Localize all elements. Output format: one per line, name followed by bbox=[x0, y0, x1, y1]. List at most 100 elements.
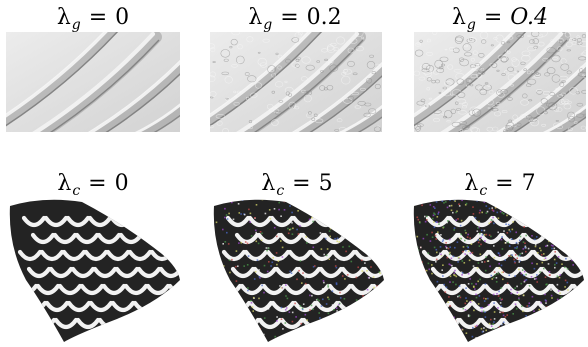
noise-speck bbox=[409, 223, 411, 225]
noise-speck bbox=[519, 254, 521, 257]
noise-speck bbox=[305, 236, 307, 238]
noise-speck bbox=[483, 233, 486, 236]
relief-roughness-mark bbox=[359, 87, 366, 91]
relief-roughness-mark bbox=[278, 100, 284, 103]
noise-speck bbox=[486, 210, 489, 213]
noise-speck bbox=[263, 333, 265, 336]
scale-arc bbox=[523, 317, 549, 330]
scale-arc bbox=[213, 317, 239, 330]
noise-speck bbox=[211, 213, 213, 215]
noise-speck bbox=[428, 304, 430, 306]
relief-roughness-mark bbox=[224, 76, 233, 84]
noise-speck bbox=[323, 281, 325, 284]
relief-roughness-mark bbox=[347, 60, 355, 67]
noise-speck bbox=[566, 328, 569, 331]
noise-speck bbox=[466, 300, 468, 302]
noise-speck bbox=[273, 226, 276, 229]
noise-speck bbox=[259, 277, 261, 279]
noise-speck bbox=[412, 324, 414, 326]
noise-speck bbox=[212, 264, 214, 266]
relief-ridge-edge bbox=[153, 114, 180, 132]
noise-speck bbox=[531, 235, 533, 237]
noise-speck bbox=[447, 301, 449, 303]
relief-roughness-mark bbox=[551, 54, 561, 63]
noise-speck bbox=[483, 297, 485, 300]
scale-arc bbox=[88, 300, 114, 313]
noise-speck bbox=[538, 308, 540, 311]
noise-speck bbox=[419, 291, 421, 294]
noise-speck bbox=[554, 266, 556, 269]
noise-speck bbox=[304, 282, 307, 285]
relief-roughness-mark bbox=[245, 96, 250, 101]
noise-speck bbox=[557, 313, 560, 315]
noise-speck bbox=[300, 256, 302, 259]
relief-roughness-mark bbox=[233, 102, 240, 106]
noise-speck bbox=[565, 199, 568, 201]
noise-speck bbox=[531, 334, 534, 336]
noise-speck bbox=[538, 228, 541, 230]
noise-speck bbox=[566, 268, 569, 270]
noise-speck bbox=[499, 297, 501, 300]
relief-roughness-mark bbox=[435, 112, 441, 116]
noise-speck bbox=[440, 326, 442, 329]
relief-roughness-mark bbox=[273, 108, 280, 114]
scale-arc bbox=[96, 232, 122, 245]
noise-speck bbox=[227, 335, 229, 338]
noise-speck bbox=[215, 245, 218, 248]
relief-ridge-shadow bbox=[342, 106, 382, 132]
noise-speck bbox=[446, 256, 449, 259]
noise-speck bbox=[514, 287, 516, 289]
noise-speck bbox=[453, 316, 455, 319]
noise-speck bbox=[585, 261, 587, 263]
noise-speck bbox=[428, 336, 431, 338]
noise-speck bbox=[565, 257, 567, 260]
noise-speck bbox=[443, 202, 445, 204]
noise-speck bbox=[336, 240, 338, 243]
noise-speck bbox=[525, 315, 527, 317]
noise-speck bbox=[571, 259, 573, 262]
noise-speck bbox=[540, 230, 542, 232]
scale-arc bbox=[558, 300, 584, 313]
relief-roughness-mark bbox=[284, 80, 288, 84]
noise-speck bbox=[254, 217, 256, 219]
noise-speck bbox=[448, 263, 451, 265]
noise-speck bbox=[263, 291, 265, 294]
noise-speck bbox=[276, 320, 278, 322]
noise-speck bbox=[467, 315, 470, 318]
scale-arc bbox=[335, 215, 361, 228]
relief-roughness-mark bbox=[566, 41, 573, 48]
relief-roughness-mark bbox=[414, 49, 424, 57]
relief-roughness-mark bbox=[472, 50, 478, 55]
relief-roughness-mark bbox=[474, 63, 481, 67]
noise-speck bbox=[426, 323, 429, 325]
noise-speck bbox=[456, 241, 459, 243]
relief-roughness-mark bbox=[301, 56, 311, 64]
noise-speck bbox=[544, 341, 547, 342]
noise-speck bbox=[455, 275, 458, 278]
noise-speck bbox=[419, 198, 421, 200]
noise-speck bbox=[503, 287, 506, 290]
noise-speck bbox=[522, 248, 525, 250]
noise-speck bbox=[383, 229, 384, 232]
relief-roughness-mark bbox=[478, 52, 485, 58]
noise-speck bbox=[228, 199, 230, 201]
noise-speck bbox=[419, 332, 421, 334]
noise-speck bbox=[546, 337, 548, 340]
noise-speck bbox=[410, 263, 412, 265]
noise-speck bbox=[507, 223, 510, 226]
relief-roughness-mark bbox=[555, 120, 559, 122]
noise-speck bbox=[567, 289, 569, 291]
noise-speck bbox=[418, 334, 421, 337]
noise-speck bbox=[357, 266, 359, 269]
noise-speck bbox=[346, 330, 348, 333]
noise-speck bbox=[492, 328, 494, 330]
relief-roughness-mark bbox=[527, 46, 536, 52]
noise-speck bbox=[320, 248, 323, 250]
relief-roughness-mark bbox=[558, 39, 563, 44]
noise-speck bbox=[582, 282, 584, 285]
relief-roughness-mark bbox=[534, 72, 541, 77]
noise-speck bbox=[254, 229, 257, 232]
noise-speck bbox=[440, 254, 443, 257]
noise-speck bbox=[383, 328, 384, 331]
noise-speck bbox=[477, 239, 479, 241]
